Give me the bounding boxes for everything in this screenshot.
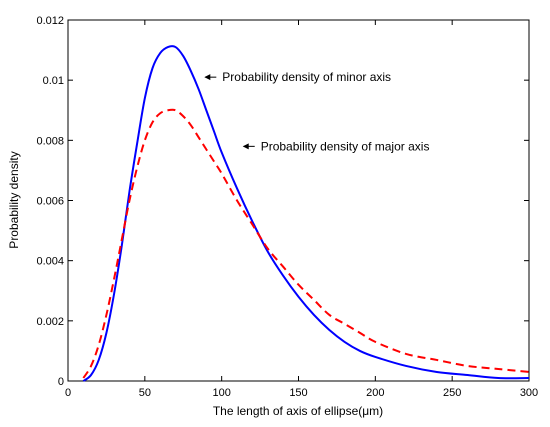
x-tick-label: 100: [212, 387, 230, 399]
major-axis-line: [82, 108, 530, 379]
x-axis-label: The length of axis of ellipse(μm): [213, 404, 383, 418]
annotation-arrowhead: [242, 143, 249, 150]
y-tick-label: 0: [58, 376, 64, 388]
annotation-layer: Probability density of minor axis Probabi…: [204, 70, 429, 153]
series-layer: [82, 45, 530, 382]
tick-group: 0 50 100 150 200 250 300 0 0.002 0.004 0.006 0.008 0…: [36, 15, 538, 399]
x-tick-label: 0: [65, 387, 71, 399]
plot-area: [67, 19, 530, 382]
annotation-text: Probability density of minor axis: [222, 70, 391, 84]
x-tick-label: 150: [289, 387, 307, 399]
y-axis-label: Probability density: [7, 151, 21, 248]
y-tick-label: 0.004: [36, 256, 64, 268]
annotation-major-axis: Probability density of major axis: [242, 139, 430, 153]
y-tick-label: 0.01: [43, 75, 64, 87]
y-tick-label: 0.006: [36, 196, 64, 208]
y-tick-label: 0.002: [36, 316, 64, 328]
y-tick-label: 0.012: [36, 15, 64, 27]
annotation-text: Probability density of major axis: [261, 139, 430, 153]
x-tick-label: 200: [366, 387, 384, 399]
minor-axis-line: [82, 45, 530, 382]
x-tick-label: 300: [520, 387, 538, 399]
x-tick-label: 250: [443, 387, 461, 399]
x-tick-label: 50: [139, 387, 151, 399]
annotation-minor-axis: Probability density of minor axis: [204, 70, 391, 84]
y-tick-label: 0.008: [36, 135, 64, 147]
annotation-arrowhead: [204, 74, 211, 81]
